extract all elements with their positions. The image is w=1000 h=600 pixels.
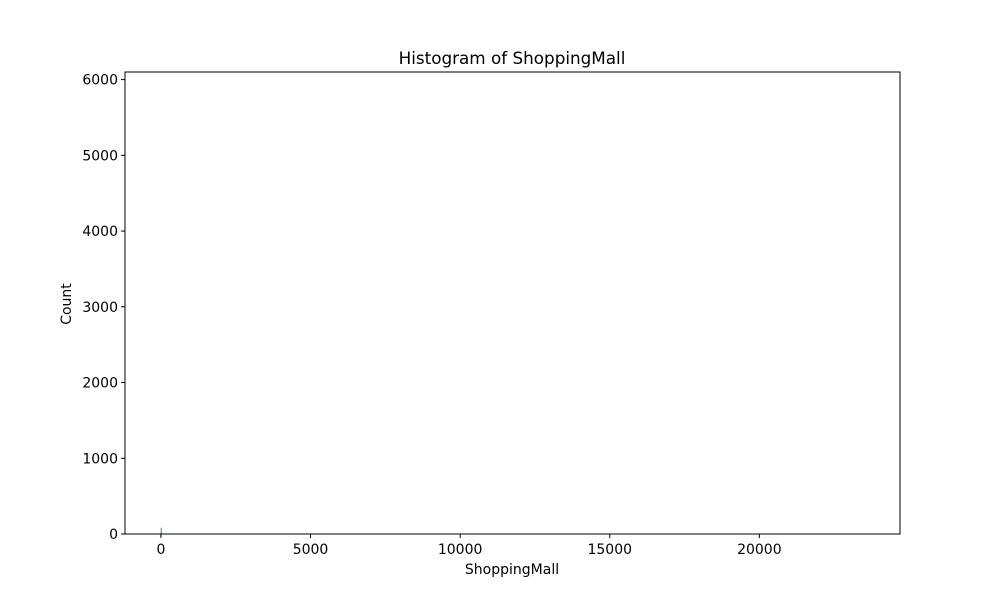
x-tick-label: 20000 bbox=[737, 542, 782, 558]
x-axis: 0 5000 10000 15000 20000 bbox=[156, 534, 782, 558]
y-tick-label: 0 bbox=[109, 527, 118, 543]
y-tick-label: 1000 bbox=[82, 451, 118, 467]
y-tick-label: 6000 bbox=[82, 73, 118, 89]
x-axis-label: ShoppingMall bbox=[465, 562, 559, 578]
x-tick-label: 5000 bbox=[293, 542, 329, 558]
y-tick-label: 5000 bbox=[82, 148, 118, 164]
y-tick-label: 2000 bbox=[82, 376, 118, 392]
x-tick-label: 15000 bbox=[587, 542, 632, 558]
y-axis-label: Count bbox=[59, 283, 75, 325]
chart-title: Histogram of ShoppingMall bbox=[399, 48, 626, 68]
x-tick-label: 0 bbox=[156, 542, 165, 558]
plot-frame bbox=[124, 71, 901, 535]
bars-group bbox=[160, 527, 164, 535]
y-axis: 0 1000 2000 3000 4000 5000 6000 bbox=[82, 73, 125, 543]
y-tick-label: 4000 bbox=[82, 224, 118, 240]
x-tick-label: 10000 bbox=[438, 542, 483, 558]
y-tick-label: 3000 bbox=[82, 300, 118, 316]
